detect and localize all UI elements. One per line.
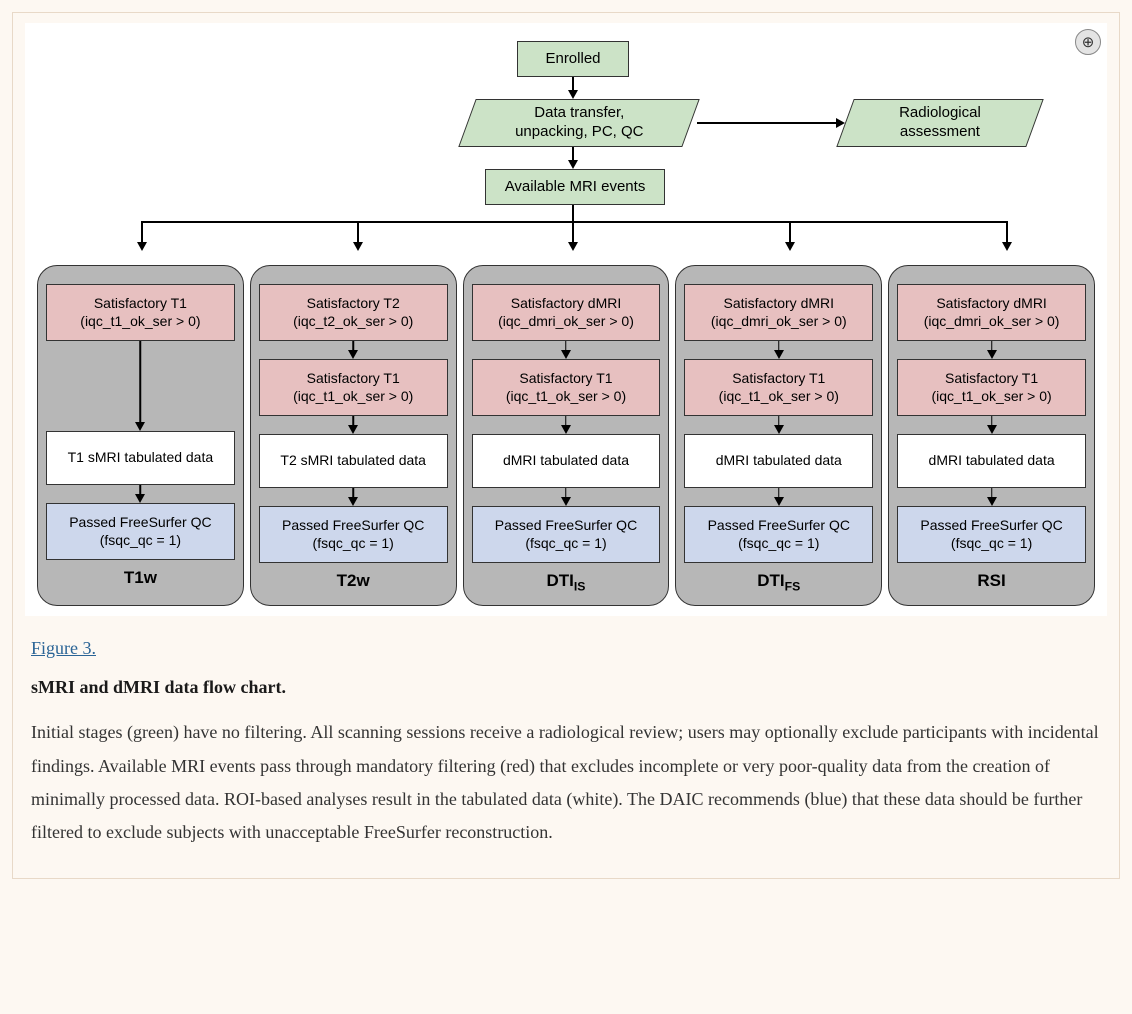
lane-label: T1w [46, 560, 235, 592]
arrow [789, 221, 791, 243]
lane-label: DTIFS [684, 563, 873, 597]
figure-body: Initial stages (green) have no filtering… [31, 716, 1101, 849]
arrow [697, 122, 837, 124]
lane-t1w: Satisfactory T1(iqc_t1_ok_ser > 0) T1 sMR… [37, 265, 244, 606]
arrow-head-icon [568, 242, 578, 251]
step-red2: Satisfactory T1(iqc_t1_ok_ser > 0) [897, 359, 1086, 416]
arrow [897, 341, 1086, 359]
arrow [357, 221, 359, 243]
node-transfer: Data transfer, unpacking, PC, QC [458, 99, 699, 147]
arrow [141, 221, 1007, 223]
arrow [897, 416, 1086, 434]
arrow [141, 221, 143, 243]
arrow [46, 485, 235, 503]
step-tabulated: T1 sMRI tabulated data [46, 431, 235, 485]
arrow-head-icon [353, 242, 363, 251]
arrow [572, 205, 574, 221]
arrow [259, 341, 448, 359]
node-label: Radiological assessment [899, 104, 981, 142]
lane-label: T2w [259, 563, 448, 595]
arrow [472, 416, 661, 434]
arrow [684, 341, 873, 359]
figure-link[interactable]: Figure 3. [31, 638, 96, 659]
arrow [472, 488, 661, 506]
arrow-head-icon [785, 242, 795, 251]
step-red1: Satisfactory dMRI(iqc_dmri_ok_ser > 0) [684, 284, 873, 341]
lane-dti_is: Satisfactory dMRI(iqc_dmri_ok_ser > 0) Sa… [463, 265, 670, 606]
node-enrolled: Enrolled [517, 41, 629, 77]
node-label: Enrolled [545, 50, 600, 69]
step-freesurfer: Passed FreeSurfer QC(fsqc_qc = 1) [684, 506, 873, 563]
figure-frame: ⊕ Enrolled Data transfer, unpacking, PC,… [12, 12, 1120, 879]
step-freesurfer: Passed FreeSurfer QC(fsqc_qc = 1) [472, 506, 661, 563]
flowchart-top: Enrolled Data transfer, unpacking, PC, Q… [37, 41, 1095, 261]
figure-caption: Figure 3. sMRI and dMRI data flow chart.… [25, 616, 1107, 853]
arrow [684, 488, 873, 506]
step-freesurfer: Passed FreeSurfer QC(fsqc_qc = 1) [46, 503, 235, 560]
lane-label: RSI [897, 563, 1086, 595]
node-label: Data transfer, unpacking, PC, QC [515, 104, 643, 142]
step-red2: Satisfactory T1(iqc_t1_ok_ser > 0) [472, 359, 661, 416]
step-tabulated: dMRI tabulated data [472, 434, 661, 488]
arrow [46, 341, 235, 431]
flowchart: Enrolled Data transfer, unpacking, PC, Q… [25, 23, 1107, 616]
arrow [259, 416, 448, 434]
zoom-icon[interactable]: ⊕ [1075, 29, 1101, 55]
step-tabulated: T2 sMRI tabulated data [259, 434, 448, 488]
arrow [572, 77, 574, 91]
step-freesurfer: Passed FreeSurfer QC(fsqc_qc = 1) [259, 506, 448, 563]
arrow [897, 488, 1086, 506]
lane-dti_fs: Satisfactory dMRI(iqc_dmri_ok_ser > 0) Sa… [675, 265, 882, 606]
arrow [572, 147, 574, 161]
step-red1: Satisfactory dMRI(iqc_dmri_ok_ser > 0) [472, 284, 661, 341]
arrow [1006, 221, 1008, 243]
arrow-head-icon [1002, 242, 1012, 251]
node-available: Available MRI events [485, 169, 665, 205]
arrow-head-icon [568, 90, 578, 99]
step-tabulated: dMRI tabulated data [684, 434, 873, 488]
node-label: Available MRI events [505, 178, 646, 197]
step-red1: Satisfactory T1(iqc_t1_ok_ser > 0) [46, 284, 235, 341]
arrow [472, 341, 661, 359]
lane-t2w: Satisfactory T2(iqc_t2_ok_ser > 0) Satisf… [250, 265, 457, 606]
arrow [259, 488, 448, 506]
step-red2: Satisfactory T1(iqc_t1_ok_ser > 0) [259, 359, 448, 416]
arrow [684, 416, 873, 434]
lanes-container: Satisfactory T1(iqc_t1_ok_ser > 0) T1 sMR… [37, 265, 1095, 606]
arrow-head-icon [568, 160, 578, 169]
step-red2: Satisfactory T1(iqc_t1_ok_ser > 0) [684, 359, 873, 416]
step-red1: Satisfactory T2(iqc_t2_ok_ser > 0) [259, 284, 448, 341]
step-freesurfer: Passed FreeSurfer QC(fsqc_qc = 1) [897, 506, 1086, 563]
lane-label: DTIIS [472, 563, 661, 597]
node-radiological: Radiological assessment [836, 99, 1043, 147]
arrow [572, 221, 574, 243]
lane-rsi: Satisfactory dMRI(iqc_dmri_ok_ser > 0) Sa… [888, 265, 1095, 606]
arrow-head-icon [137, 242, 147, 251]
step-red1: Satisfactory dMRI(iqc_dmri_ok_ser > 0) [897, 284, 1086, 341]
figure-title: sMRI and dMRI data flow chart. [31, 677, 1101, 698]
step-tabulated: dMRI tabulated data [897, 434, 1086, 488]
